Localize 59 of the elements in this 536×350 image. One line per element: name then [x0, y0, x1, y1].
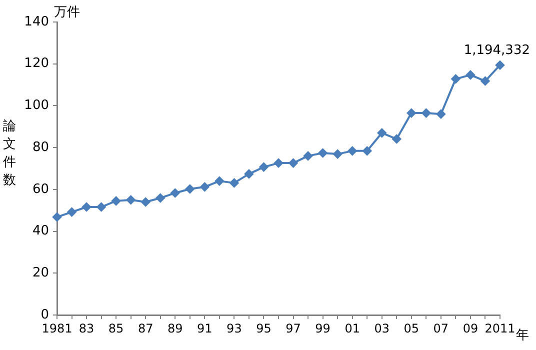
y-tick-label: 60 [32, 182, 49, 197]
point [362, 146, 372, 156]
text: 万件 [54, 4, 80, 21]
x-tick-label: 97 [286, 321, 301, 336]
point [377, 128, 386, 138]
x-tick-label: 93 [226, 321, 242, 336]
y-tick-label: 0 [40, 307, 49, 322]
point [230, 178, 239, 188]
point [112, 196, 121, 206]
point [82, 202, 92, 212]
x-tick-label: 87 [138, 321, 154, 336]
x-tick-label: 09 [462, 321, 478, 336]
x-tick-label: 2011 [484, 321, 516, 336]
point [156, 194, 165, 203]
point [141, 197, 150, 206]
point [185, 184, 194, 194]
x-tick-label: 91 [197, 321, 212, 336]
annotation: 1,194,332 [464, 42, 530, 58]
x-tick-label: 99 [315, 321, 330, 336]
point [126, 195, 136, 204]
point [333, 150, 342, 159]
x-tick-label: 85 [108, 321, 124, 336]
point [318, 148, 328, 158]
point [52, 212, 62, 222]
point [170, 188, 180, 198]
x-tick-label: 03 [374, 321, 390, 336]
x-tick-label: 05 [404, 321, 420, 336]
x-tick-label: 1981 [42, 321, 72, 336]
point [67, 208, 76, 217]
y-axis-title: 論文件数 [3, 118, 17, 190]
x-tick-label: 83 [78, 321, 94, 336]
x-axis-title: 年 [516, 327, 529, 344]
point [200, 182, 210, 192]
point [348, 146, 357, 156]
point [466, 70, 475, 80]
point [422, 108, 431, 118]
point [392, 134, 402, 144]
y-tick-label: 40 [32, 224, 49, 239]
point [244, 169, 254, 178]
point [288, 158, 298, 168]
point [214, 176, 224, 186]
y-tick-label: 100 [24, 98, 49, 114]
point [480, 76, 490, 86]
y-tick-label: 20 [32, 266, 49, 281]
y-tick-label: 140 [24, 14, 49, 30]
point [451, 74, 460, 84]
point [274, 158, 283, 168]
point [496, 60, 504, 70]
y-tick-label: 120 [24, 56, 49, 72]
point [436, 110, 446, 119]
x-tick-label: 01 [344, 321, 360, 336]
x-tick-label: 89 [167, 321, 183, 336]
point [259, 162, 268, 172]
y-tick-label: 80 [32, 140, 49, 155]
point [304, 151, 313, 160]
point [96, 202, 106, 212]
x-tick-label: 95 [256, 321, 272, 336]
x-tick-label: 07 [433, 321, 449, 336]
point [406, 108, 416, 118]
